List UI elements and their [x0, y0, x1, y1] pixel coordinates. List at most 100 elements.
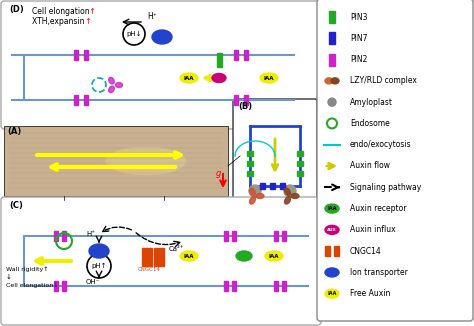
Ellipse shape [256, 194, 264, 199]
Text: XTH,expansin: XTH,expansin [32, 17, 87, 26]
Text: Auxin influx: Auxin influx [350, 225, 396, 234]
Text: H⁺: H⁺ [86, 231, 95, 237]
Text: IAA: IAA [184, 254, 194, 259]
Ellipse shape [109, 86, 114, 93]
Bar [297, 161, 303, 166]
Bar [329, 53, 335, 66]
Text: IAA: IAA [328, 291, 337, 296]
Bar [282, 281, 286, 291]
Bar [270, 183, 275, 189]
Text: g: g [216, 169, 221, 178]
Ellipse shape [325, 268, 339, 277]
Text: PIN3: PIN3 [350, 12, 367, 22]
Text: (D): (D) [9, 5, 24, 14]
Bar [232, 281, 236, 291]
Ellipse shape [325, 78, 333, 84]
Text: Ion transporter: Ion transporter [350, 268, 408, 277]
Bar [334, 246, 339, 256]
Ellipse shape [249, 197, 255, 204]
Ellipse shape [325, 204, 339, 213]
Text: PIN2: PIN2 [350, 55, 367, 64]
Bar [62, 281, 66, 291]
Text: Endosome: Endosome [350, 119, 390, 128]
Circle shape [249, 185, 261, 197]
Bar [54, 281, 58, 291]
Bar [325, 246, 330, 256]
Ellipse shape [331, 78, 339, 84]
Ellipse shape [212, 73, 226, 82]
Bar [74, 50, 78, 60]
Bar [232, 231, 236, 241]
Bar [329, 32, 335, 44]
Bar [62, 231, 66, 241]
Ellipse shape [180, 251, 198, 261]
Bar [247, 151, 253, 156]
Ellipse shape [236, 251, 252, 261]
Text: PIN7: PIN7 [350, 34, 367, 43]
Ellipse shape [109, 77, 114, 84]
Ellipse shape [325, 225, 339, 234]
Bar [274, 231, 278, 241]
Bar [244, 50, 248, 60]
FancyBboxPatch shape [317, 0, 473, 321]
Text: CNGC14: CNGC14 [137, 267, 160, 272]
Bar [224, 231, 228, 241]
Bar [297, 171, 303, 176]
Text: Signaling pathway: Signaling pathway [350, 183, 421, 192]
Ellipse shape [284, 188, 291, 195]
Ellipse shape [260, 73, 278, 83]
Text: ↑: ↑ [84, 17, 91, 26]
Text: (A): (A) [7, 127, 21, 136]
Text: Ca²⁺: Ca²⁺ [169, 246, 185, 252]
Text: Amyloplast: Amyloplast [350, 98, 393, 107]
Text: H⁺: H⁺ [147, 12, 157, 21]
Text: OH⁻: OH⁻ [86, 279, 100, 285]
Ellipse shape [180, 73, 198, 83]
Bar [154, 248, 164, 266]
Bar [247, 161, 253, 166]
Text: pH↓: pH↓ [126, 31, 142, 37]
FancyBboxPatch shape [233, 99, 317, 213]
Bar [260, 183, 265, 189]
Bar [224, 281, 228, 291]
Text: Wall rigidity↑: Wall rigidity↑ [6, 267, 48, 272]
Bar [74, 95, 78, 105]
FancyBboxPatch shape [1, 1, 321, 129]
Text: ↓: ↓ [6, 274, 12, 280]
Bar [297, 151, 303, 156]
Text: ↑: ↑ [88, 7, 95, 16]
Bar [274, 281, 278, 291]
Text: pH↑: pH↑ [91, 263, 107, 269]
Bar [247, 171, 253, 176]
Ellipse shape [265, 251, 283, 261]
Ellipse shape [284, 197, 291, 204]
Text: IAA: IAA [184, 76, 194, 81]
Text: Auxin flow: Auxin flow [350, 161, 390, 170]
Bar [217, 53, 222, 67]
Bar [244, 95, 248, 105]
Circle shape [328, 98, 336, 106]
Text: (B): (B) [238, 102, 252, 111]
Ellipse shape [106, 147, 186, 175]
Bar [234, 95, 238, 105]
FancyBboxPatch shape [1, 197, 321, 325]
Bar [142, 248, 152, 266]
Ellipse shape [291, 194, 299, 199]
Text: Auxin receptor: Auxin receptor [350, 204, 407, 213]
Text: LZY/RLD complex: LZY/RLD complex [350, 76, 417, 85]
Ellipse shape [249, 188, 255, 195]
Text: endo/exocytosis: endo/exocytosis [350, 140, 411, 149]
Text: (C): (C) [9, 201, 23, 210]
Ellipse shape [89, 244, 109, 258]
Circle shape [284, 185, 296, 197]
Bar [234, 50, 238, 60]
Ellipse shape [116, 82, 122, 87]
Bar [280, 183, 285, 189]
Ellipse shape [325, 289, 339, 298]
Text: Cell elongation: Cell elongation [32, 7, 92, 16]
Text: AUX: AUX [327, 228, 337, 232]
Ellipse shape [152, 30, 172, 44]
Text: IAA: IAA [264, 76, 274, 81]
Text: IAA: IAA [269, 254, 279, 259]
Bar [54, 231, 58, 241]
